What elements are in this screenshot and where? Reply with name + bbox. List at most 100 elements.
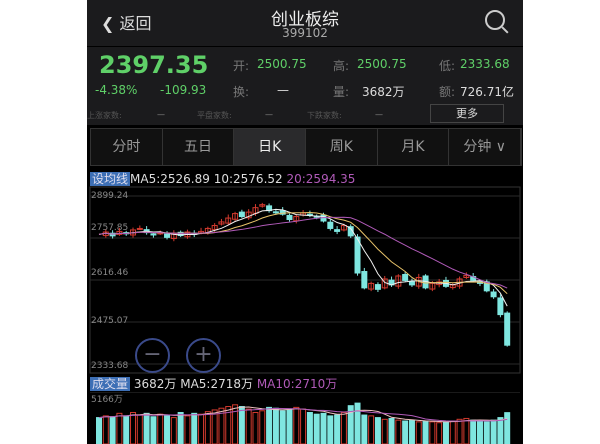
volume-bar [374, 417, 381, 444]
volume-bar [164, 414, 171, 444]
volume-bar [170, 417, 177, 444]
turnover-label: 换: [233, 85, 250, 99]
candlestick-chart[interactable]: 2899.24 2757.85 2616.46 2475.07 2333.68 [87, 186, 523, 376]
candle-body [225, 217, 232, 224]
volume-bar [259, 410, 266, 444]
volume-bar [191, 412, 198, 444]
candle-body [279, 210, 286, 215]
volume-bar [490, 419, 497, 444]
volume-bar [334, 414, 341, 444]
volume-bar [102, 415, 109, 444]
zoom-in-button[interactable]: + [186, 338, 221, 373]
volume-bar [368, 415, 375, 444]
candle-body [177, 231, 184, 237]
back-button[interactable]: ❮ 返回 [101, 14, 152, 33]
candle-body [490, 291, 497, 298]
header: ❮ 返回 创业板综 399102 [87, 0, 523, 46]
candle-body [286, 214, 293, 221]
volume-bar [211, 409, 218, 444]
high-label: 高: [333, 59, 350, 73]
tab-weekly-k[interactable]: 周K [306, 129, 378, 165]
candle-body [463, 274, 470, 278]
volume-bar [306, 411, 313, 444]
volume-bar [109, 416, 116, 444]
axis-label: 2757.85 [91, 223, 128, 233]
tab-monthly-k[interactable]: 月K [377, 129, 450, 165]
volume-bar [354, 402, 361, 444]
volume-bar [184, 415, 191, 444]
volume-bar [313, 413, 320, 444]
open-label: 开: [233, 59, 250, 73]
volume-bar [395, 419, 402, 444]
search-icon[interactable] [485, 10, 505, 30]
volume-bar [218, 407, 225, 444]
ma10-value: 10:2576.52 [213, 172, 283, 186]
candle-body [340, 224, 347, 231]
volume-bar [415, 421, 422, 444]
volume-bar [245, 408, 252, 444]
tab-daily-k[interactable]: 日K [234, 129, 307, 165]
volume-bar [252, 411, 259, 444]
tab-five-day[interactable]: 五日 [162, 129, 235, 165]
volume-bar [340, 411, 347, 444]
tab-intraday[interactable]: 分时 [91, 129, 163, 165]
quote-panel: 2397.35 -4.38% -109.93 开: 2500.75 高: 250… [87, 47, 523, 125]
ma20-line [98, 216, 508, 289]
volume-bar [96, 417, 102, 444]
candle-body [211, 224, 218, 231]
volume-bar [157, 413, 164, 444]
volume-bar [463, 417, 470, 444]
volume-bar [266, 406, 273, 444]
volume-bar [422, 420, 429, 444]
volume-bar [116, 412, 123, 444]
volume-value: 3682万 [362, 85, 405, 99]
zoom-out-button[interactable]: − [135, 338, 170, 373]
tab-minute[interactable]: 分钟 ∨ [449, 129, 522, 165]
volume-bar [436, 422, 443, 444]
axis-label: 2899.24 [91, 191, 128, 201]
candle-body [347, 226, 354, 237]
flat-count-label: 平盘家数: [197, 111, 232, 120]
volume-row: 成交量 3682万 MA5:2718万 MA10:2710万 [90, 375, 337, 392]
candle-body [150, 233, 157, 236]
up-count: — [157, 110, 165, 119]
ma5-line [98, 208, 508, 307]
volume-bar [470, 419, 477, 444]
index-code: 399102 [282, 26, 328, 40]
down-count-label: 下跌家数: [307, 111, 342, 120]
volume-bar [320, 412, 327, 444]
axis-label: 2475.07 [91, 316, 128, 326]
axis-label: 2616.46 [91, 268, 128, 278]
volume-bar [483, 421, 490, 444]
candle-body [272, 211, 279, 214]
candle-body [293, 216, 300, 222]
high-value: 2500.75 [357, 57, 407, 71]
volume-bar [449, 420, 456, 444]
volume-bar [150, 416, 157, 444]
flat-count: — [265, 110, 273, 119]
set-ma-button[interactable]: 设均线 [90, 172, 131, 186]
axis-label: 2333.68 [91, 361, 128, 371]
volume-bar [497, 417, 504, 444]
volume-badge[interactable]: 成交量 [90, 377, 131, 391]
up-count-label: 上涨家数: [87, 111, 122, 120]
volume-bar [327, 415, 334, 444]
volume-bar [272, 407, 279, 444]
more-button[interactable]: 更多 [430, 104, 504, 123]
volume-label: 量: [333, 85, 350, 99]
candle-body [368, 282, 375, 290]
candle-body [408, 281, 415, 286]
ma5-value: MA5:2526.89 [130, 172, 210, 186]
volume-bar [286, 409, 293, 444]
volume-bar [293, 406, 300, 444]
volume-bar [456, 418, 463, 444]
low-label: 低: [439, 59, 456, 73]
candle-body [334, 229, 341, 232]
volume-bar [232, 404, 239, 444]
candle-body [327, 221, 334, 229]
candle-body [429, 282, 436, 290]
abs-change: -109.93 [160, 83, 207, 97]
volume-bar [504, 412, 511, 444]
turnover-value: — [277, 83, 289, 97]
volume-bar [143, 412, 150, 444]
